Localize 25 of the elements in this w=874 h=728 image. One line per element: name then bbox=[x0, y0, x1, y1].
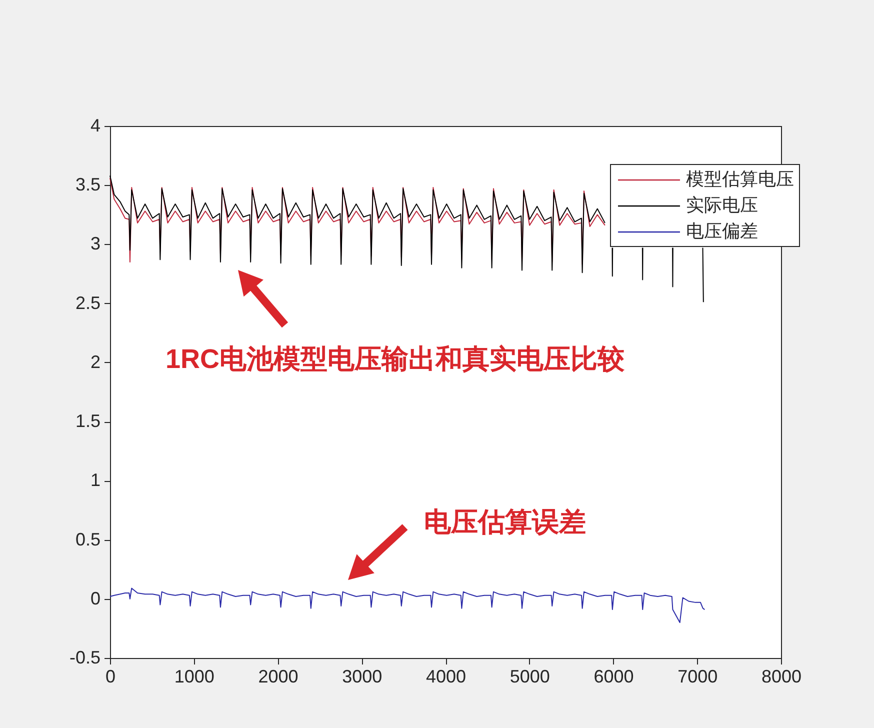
x-tick-label: 7000 bbox=[678, 666, 718, 686]
y-tick-label: 1 bbox=[90, 470, 100, 490]
x-tick-label: 8000 bbox=[761, 666, 802, 686]
annotation: 1RC电池模型电压输出和真实电压比较 bbox=[165, 344, 626, 374]
y-tick-label: 4 bbox=[90, 116, 100, 136]
x-tick-label: 1000 bbox=[174, 666, 214, 686]
y-tick-label: 3.5 bbox=[75, 174, 100, 195]
x-tick-label: 0 bbox=[105, 666, 116, 686]
y-tick-label: 0 bbox=[90, 588, 100, 608]
y-tick-label: 2.5 bbox=[75, 292, 100, 313]
line-series bbox=[110, 588, 706, 624]
legend-label: 模型估算电压 bbox=[686, 169, 794, 189]
x-tick-label: 5000 bbox=[510, 666, 550, 686]
annotation: 电压估算误差 bbox=[424, 507, 586, 537]
x-tick-label: 2000 bbox=[258, 666, 298, 686]
x-tick-label: 4000 bbox=[426, 666, 466, 686]
legend-label: 电压偏差 bbox=[686, 221, 758, 241]
y-tick-label: -0.5 bbox=[69, 648, 100, 668]
y-tick-label: 3 bbox=[90, 234, 100, 254]
y-tick-label: 0.5 bbox=[75, 529, 100, 550]
legend-label: 实际电压 bbox=[686, 195, 758, 215]
x-tick-label: 6000 bbox=[594, 666, 634, 686]
y-tick-label: 2 bbox=[90, 352, 100, 372]
y-tick-label: 1.5 bbox=[75, 411, 100, 432]
x-tick-label: 3000 bbox=[342, 666, 382, 686]
